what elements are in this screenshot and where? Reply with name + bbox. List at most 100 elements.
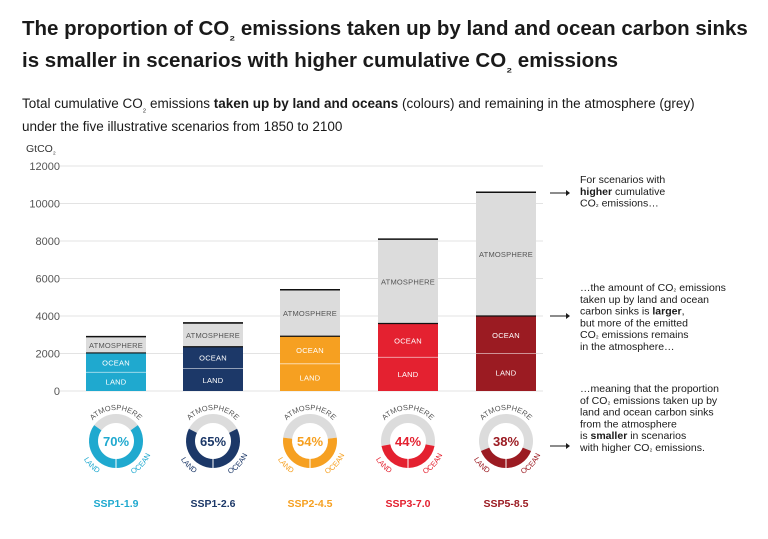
subtitle-text-2: emissions: [146, 96, 214, 111]
annotation-span: CO: [580, 198, 596, 210]
subtitle-text-1: Total cumulative CO: [22, 96, 143, 111]
annotation-span: For scenarios with: [580, 174, 665, 186]
title-subscript-2: ₂: [506, 60, 513, 76]
y-tick-label: 0: [54, 386, 60, 398]
annotation-span: ₂: [607, 397, 610, 406]
title-text-1: The proportion of CO: [22, 17, 230, 40]
annotation-span: with higher CO: [579, 442, 649, 454]
bar-segment-atmosphere: [86, 336, 146, 353]
donut-percent-label: 54%: [297, 434, 323, 449]
annotation-span: of CO: [580, 395, 607, 407]
donut-percent-label: 38%: [493, 434, 519, 449]
donut-percent-label: 70%: [103, 434, 129, 449]
annotation-text: …the amount of CO₂ emissions taken up by …: [580, 282, 726, 353]
annotation-span: ₂: [649, 444, 652, 453]
bar-segment-land: [86, 372, 146, 391]
subtitle-bold: taken up by land and oceans: [213, 96, 399, 111]
donut-atmosphere-slice: [283, 413, 337, 439]
donut-land-slice: [88, 425, 116, 468]
bar-segment-land: [183, 368, 243, 391]
donut-ocean-slice: [213, 428, 241, 468]
bar-segment-atmosphere: [378, 239, 438, 324]
y-axis: 0 2000 4000 6000 8000 10000 12000 GtCO₂: [26, 143, 60, 398]
y-unit-text: GtCO: [26, 143, 53, 155]
bar-label-land: LAND: [106, 378, 127, 387]
bar-label-land: LAND: [398, 370, 419, 379]
subtitle-text-3: (colours) and remaining in the atmospher…: [398, 96, 695, 111]
donut-atmosphere-slice: [94, 414, 138, 431]
bars: LANDOCEANATMOSPHERELANDOCEANATMOSPHERELA…: [86, 191, 536, 391]
y-tick-label: 4000: [36, 311, 60, 323]
bar-label-atmosphere: ATMOSPHERE: [89, 341, 143, 350]
donut-land-slice: [480, 447, 506, 468]
scenario-label-ssp1-26: SSP1-2.6: [191, 498, 236, 510]
annotation-span: emissions…: [599, 198, 659, 210]
scenario-label-ssp2-45: SSP2-4.5: [288, 498, 333, 510]
donut-land-slice: [282, 437, 310, 468]
annotation-span: …meaning that the proportion: [580, 383, 719, 395]
annotation-span: cumulative: [612, 186, 665, 198]
donut-land-slice: [185, 428, 213, 468]
annotation-span: but more of the emitted: [580, 317, 688, 329]
scenario-label-ssp3-70: SSP3-7.0: [386, 498, 431, 510]
title-text-4: emissions: [512, 49, 619, 73]
annotation-span: taken up by land and ocean: [580, 294, 709, 306]
bar-label-land: LAND: [203, 376, 224, 385]
donut-atmosphere-slice: [188, 414, 238, 433]
bar-segment-ocean: [280, 336, 340, 364]
bar-label-atmosphere: ATMOSPHERE: [479, 250, 533, 259]
bar-segment-atmosphere: [476, 192, 536, 316]
bar-label-atmosphere: ATMOSPHERE: [381, 277, 435, 286]
subtitle-subscript: ₂: [142, 103, 147, 114]
bar-label-ocean: OCEAN: [102, 359, 130, 368]
annotation-2: …the amount of CO₂ emissions taken up by …: [550, 282, 726, 353]
annotation-span: emissions.: [652, 442, 705, 454]
y-tick-label: 8000: [36, 236, 60, 248]
annotation-span: from the atmosphere: [580, 418, 677, 430]
annotation-span: in the atmosphere…: [580, 341, 675, 353]
donut-ocean-slice: [506, 447, 532, 468]
y-tick-label: 12000: [29, 161, 60, 173]
bar-label-ocean: OCEAN: [296, 346, 324, 355]
bar-label-atmosphere: ATMOSPHERE: [186, 331, 240, 340]
annotation-arrowhead: [566, 313, 570, 319]
chart-title: The proportion of CO₂ emissions taken up…: [22, 16, 752, 80]
bar-segment-land: [378, 357, 438, 391]
bar-segment-ocean: [86, 352, 146, 373]
annotation-span: ₂: [596, 331, 599, 340]
annotation-span: ₂: [596, 200, 599, 209]
annotation-span: higher: [580, 186, 612, 198]
scenario-label-ssp1-19: SSP1-1.9: [94, 498, 139, 510]
annotation-span: ₂: [673, 284, 676, 293]
bar-label-land: LAND: [300, 373, 321, 382]
subtitle-text-4: under the five illustrative scenarios fr…: [22, 118, 343, 134]
title-text-3: is smaller in scenarios with higher cumu…: [22, 49, 507, 73]
scenario-labels: SSP1-1.9 SSP1-2.6 SSP2-4.5 SSP3-7.0 SSP5-8.5: [94, 498, 529, 510]
donut-land-slice: [381, 444, 408, 468]
bar-segment-atmosphere: [280, 289, 340, 337]
bar-segment-ocean: [183, 346, 243, 369]
chart-subtitle: Total cumulative CO₂ emissions taken up …: [22, 95, 752, 135]
annotation-span: carbon sinks is: [580, 306, 652, 318]
annotation-arrowhead: [566, 190, 570, 196]
donut-atmosphere-slice: [479, 413, 533, 451]
bar-segment-ocean: [378, 323, 438, 358]
annotation-span: land and ocean carbon sinks: [580, 407, 714, 419]
bar-ssp3-70: LAND OCEAN ATMOSPHERE: [378, 238, 438, 391]
title-subscript-1: ₂: [229, 28, 236, 44]
annotation-span: smaller: [591, 430, 628, 442]
bar-ssp5-85: LAND OCEAN ATMOSPHERE: [476, 191, 536, 391]
bar-label-ocean: OCEAN: [199, 354, 227, 363]
donut-atmosphere-slice: [381, 414, 435, 447]
y-unit-subscript: ₂: [53, 147, 56, 156]
annotation-span: CO: [580, 329, 596, 341]
y-tick-label: 10000: [29, 199, 60, 211]
y-tick-label: 6000: [36, 274, 60, 286]
donut-percent-label: 44%: [395, 434, 421, 449]
